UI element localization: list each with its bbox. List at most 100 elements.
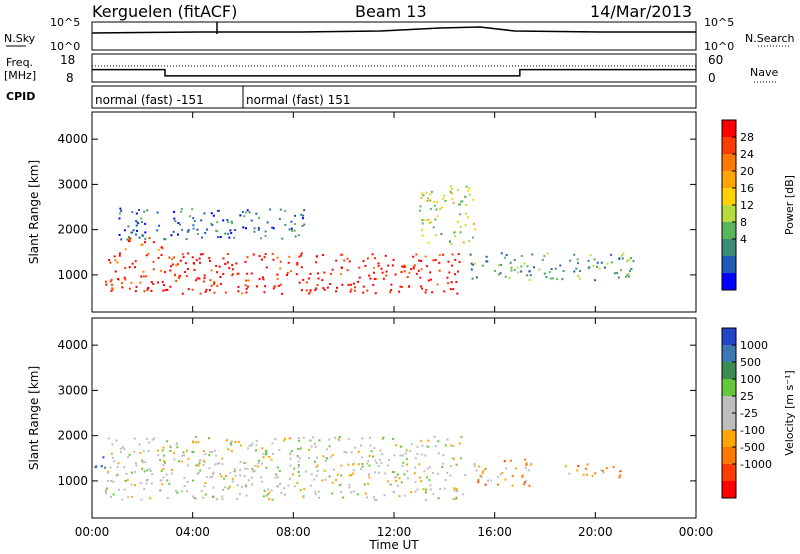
- echo-cell: [290, 227, 293, 230]
- echo-cell: [245, 485, 248, 488]
- colorbar-tick-label: 20: [740, 165, 754, 178]
- echo-cell: [182, 256, 185, 259]
- echo-cell: [375, 278, 378, 281]
- y-tick-label: 4000: [57, 338, 88, 352]
- echo-cell: [300, 446, 303, 449]
- echo-cell: [150, 281, 153, 283]
- echo-cell: [196, 228, 199, 231]
- echo-cell: [118, 254, 121, 257]
- echo-cell: [340, 490, 343, 493]
- echo-cell: [620, 269, 622, 272]
- echo-cell: [124, 278, 127, 281]
- echo-cell: [374, 499, 376, 501]
- cpid-segments: normal (fast) -151 normal (fast) 151: [95, 86, 350, 108]
- echo-cell: [458, 203, 461, 206]
- echo-cell: [473, 262, 476, 265]
- echo-cell: [373, 266, 376, 269]
- echo-cell: [104, 466, 107, 469]
- echo-cell: [477, 481, 480, 484]
- echo-cell: [278, 448, 281, 451]
- echo-cell: [446, 276, 449, 279]
- echo-cell: [460, 435, 463, 438]
- echo-cell: [577, 465, 580, 467]
- echo-cell: [293, 485, 296, 488]
- echo-cell: [361, 437, 364, 440]
- echo-cell: [461, 200, 464, 203]
- echo-cell: [394, 476, 397, 479]
- echo-cell: [586, 463, 589, 466]
- echo-cell: [303, 209, 306, 212]
- echo-cell: [309, 272, 312, 275]
- echo-cell: [385, 270, 388, 273]
- echo-cell: [251, 483, 253, 486]
- echo-cell: [115, 474, 118, 477]
- echo-cell: [110, 278, 113, 281]
- echo-cell: [373, 271, 375, 274]
- echo-cell: [159, 269, 162, 272]
- echo-cell: [629, 269, 632, 272]
- echo-cell: [419, 209, 422, 212]
- echo-cell: [129, 237, 132, 240]
- echo-cell: [323, 469, 326, 472]
- echo-cell: [341, 283, 344, 286]
- echo-cell: [231, 440, 233, 443]
- colorbar-label: Power [dB]: [783, 175, 796, 235]
- echo-cell: [387, 464, 390, 467]
- echo-cell: [377, 465, 380, 467]
- echo-cell: [146, 469, 149, 472]
- echo-cell: [144, 241, 146, 244]
- echo-cell: [425, 191, 428, 194]
- echo-cell: [389, 483, 392, 486]
- echo-cell: [503, 460, 506, 463]
- echo-cell: [221, 498, 224, 501]
- echo-cell: [586, 473, 588, 476]
- echo-cell: [236, 273, 239, 275]
- echo-cell: [123, 488, 126, 491]
- echo-cell: [248, 444, 251, 447]
- echo-cell: [256, 285, 258, 288]
- echo-cell: [313, 460, 316, 463]
- echo-cell: [517, 271, 520, 274]
- echo-cell: [204, 290, 207, 293]
- echo-cell: [459, 213, 462, 216]
- echo-cell: [415, 272, 418, 275]
- echo-cell: [283, 487, 286, 490]
- echo-cell: [425, 288, 428, 291]
- echo-cell: [442, 454, 445, 457]
- echo-cell: [146, 209, 149, 212]
- echo-cell: [203, 280, 206, 283]
- echo-cell: [153, 437, 156, 440]
- echo-cell: [224, 232, 227, 235]
- echo-cell: [244, 260, 247, 263]
- echo-cell: [414, 457, 417, 460]
- echo-cell: [485, 260, 488, 263]
- echo-cell: [211, 475, 213, 478]
- echo-cell: [173, 451, 176, 454]
- echo-cell: [425, 488, 427, 491]
- echo-cell: [473, 464, 476, 467]
- echo-cell: [229, 471, 232, 474]
- echo-cell: [128, 453, 131, 456]
- echo-cell: [181, 253, 184, 256]
- echo-cell: [600, 469, 603, 472]
- echo-cell: [302, 494, 305, 497]
- echo-cell: [447, 282, 450, 285]
- echo-cell: [158, 224, 160, 227]
- echo-cell: [335, 290, 338, 293]
- echo-cell: [626, 273, 629, 276]
- echo-cell: [300, 213, 303, 216]
- echo-cell: [459, 231, 462, 234]
- echo-cell: [368, 476, 371, 479]
- echo-cell: [348, 474, 351, 477]
- echo-cell: [484, 483, 487, 486]
- echo-cell: [559, 264, 562, 267]
- echo-cell: [340, 253, 343, 256]
- echo-cell: [104, 489, 107, 492]
- echo-cell: [213, 280, 216, 283]
- echo-cell: [290, 220, 293, 223]
- echo-cell: [109, 466, 112, 469]
- echo-cell: [288, 437, 291, 440]
- echo-cell: [477, 479, 480, 481]
- echo-cell: [172, 230, 175, 233]
- echo-cell: [187, 268, 189, 270]
